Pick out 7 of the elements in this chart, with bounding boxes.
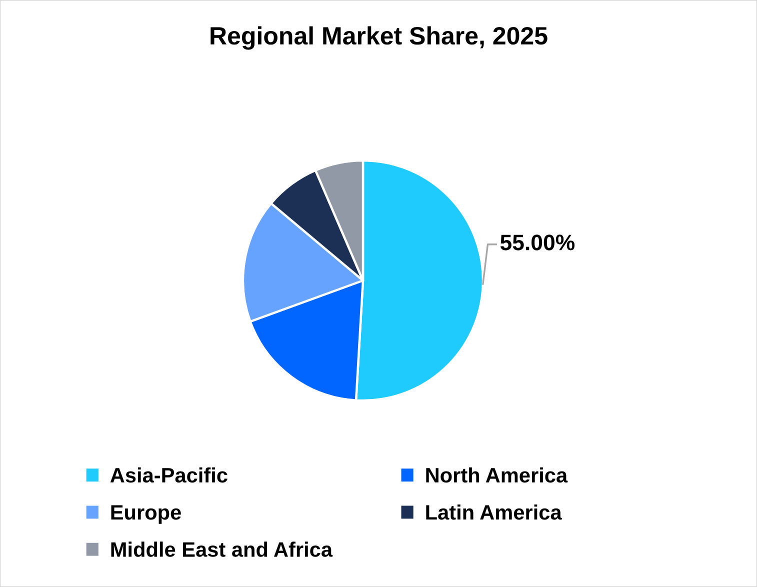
legend-label: North America	[426, 467, 568, 483]
legend-label: Middle East and Africa	[111, 542, 333, 557]
legend-label: Latin America	[426, 504, 562, 520]
chart-title: Regional Market Share, 2025	[210, 26, 548, 50]
legend-label: Europe	[111, 505, 181, 524]
legend-label: Asia-Pacific	[110, 467, 228, 483]
data-label: 55.00%	[500, 234, 575, 250]
